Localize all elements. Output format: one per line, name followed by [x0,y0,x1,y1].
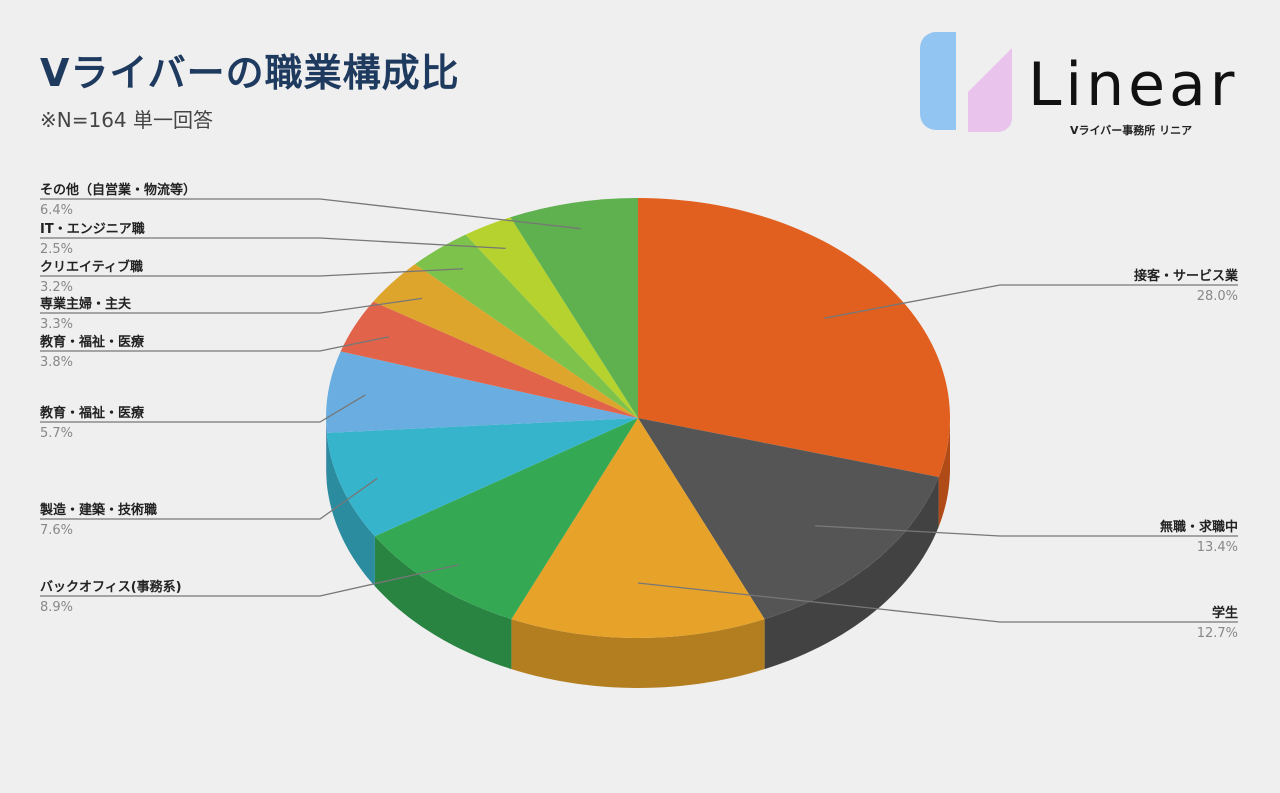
slice-label: 学生 [1212,605,1238,621]
linear-logo: Linear Vライバー事務所 リニア [920,32,1250,137]
pie-slice[interactable] [638,198,950,477]
slice-label: その他（自営業・物流等） [40,182,196,198]
pie-slice[interactable] [510,198,638,418]
leader-line [824,284,1238,319]
slice-label: 専業主婦・主夫 [40,296,132,312]
slice-value-label: 8.9% [40,600,73,615]
slice-value-label: 6.4% [40,203,73,218]
slice-value-label: 7.6% [40,523,73,538]
pie-slice-side [938,418,950,527]
chart-subtitle: ※N=164 単一回答 [40,108,214,132]
pie-slice[interactable] [465,217,638,418]
leader-line [40,268,464,277]
leader-line [40,477,378,520]
pie-slice[interactable] [415,234,638,418]
slice-label: クリエイティブ職 [40,259,143,275]
logo-mark-icon [920,32,1012,132]
slice-value-label: 5.7% [40,426,73,441]
slice-label: 教育・福祉・医療 [39,405,145,421]
pie-slice[interactable] [511,418,765,638]
pie-slice[interactable] [326,418,638,537]
pie-slice-side [374,536,512,670]
logo-text: Linear [1028,50,1239,120]
pie-slice-side [764,476,939,670]
leader-line [40,336,389,352]
leader-line [40,198,581,230]
pie-slice[interactable] [373,264,638,418]
leader-line [815,525,1238,537]
slice-label: 教育・福祉・医療 [39,334,145,350]
slice-value-label: 3.2% [40,280,73,295]
pie-slice[interactable] [326,351,638,433]
slice-value-label: 28.0% [1197,289,1238,304]
leader-line [40,237,506,250]
slice-label: 接客・サービス業 [1134,268,1239,284]
slice-value-label: 3.8% [40,355,73,370]
leader-line [40,564,460,597]
pie-slice-side [511,619,765,688]
slice-label: 無職・求職中 [1160,519,1238,535]
slice-value-label: 2.5% [40,242,73,257]
pie-slice[interactable] [638,418,939,620]
leader-line [637,582,1238,623]
slice-value-label: 3.3% [40,317,73,332]
slice-label: バックオフィス(事務系) [40,579,182,595]
pie-slice[interactable] [340,301,638,418]
pie-slice-side [326,418,327,483]
pie-slice-side [326,432,375,587]
slice-value-label: 13.4% [1197,540,1238,555]
slice-value-label: 12.7% [1197,626,1238,641]
slice-label: 製造・建築・技術職 [39,502,157,518]
chart-title: Vライバーの職業構成比 [40,51,460,95]
leader-line [40,394,366,423]
leader-line [40,297,423,314]
logo-subtext: Vライバー事務所 リニア [1070,124,1193,137]
slice-label: IT・エンジニア職 [40,221,145,237]
